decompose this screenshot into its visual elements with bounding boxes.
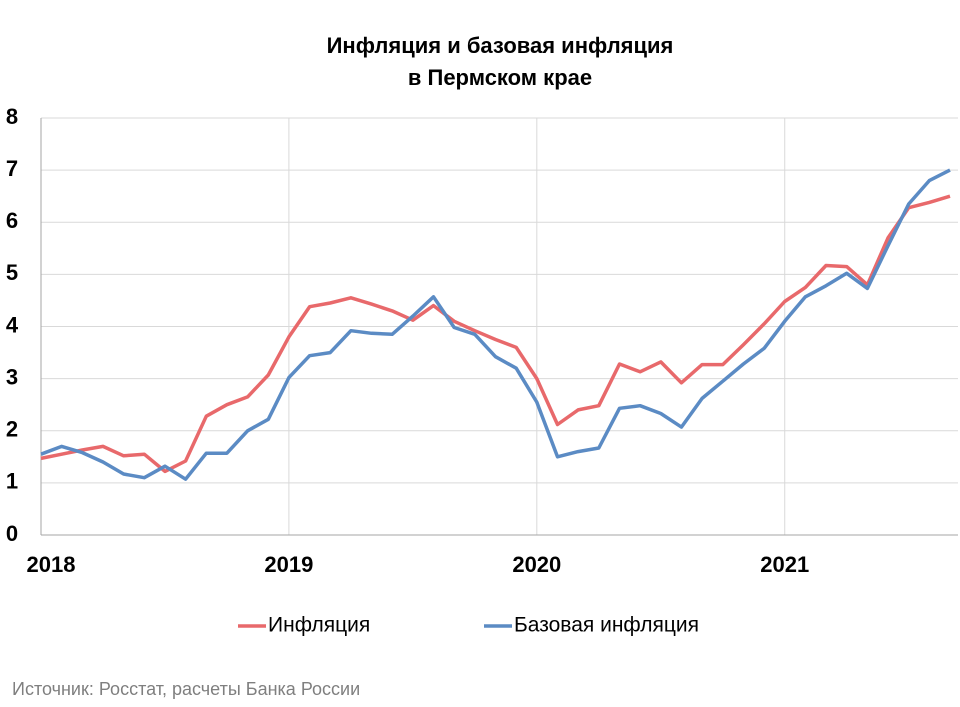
chart-title: в Пермском крае (408, 65, 592, 90)
x-tick-label: 2021 (760, 552, 809, 577)
series-line (40, 194, 951, 474)
x-tick-label: 2020 (512, 552, 561, 577)
y-tick-label: 8 (6, 104, 18, 129)
legend-label: Базовая инфляция (514, 614, 699, 637)
chart-title: Инфляция и базовая инфляция (327, 33, 674, 58)
y-tick-label: 0 (6, 521, 18, 546)
source-note: Источник: Росстат, расчеты Банка России (12, 679, 360, 699)
y-tick-label: 7 (6, 156, 18, 181)
series-line (40, 168, 951, 481)
y-tick-label: 5 (6, 260, 18, 285)
y-tick-label: 1 (6, 469, 18, 494)
legend-label: Инфляция (268, 614, 370, 637)
x-tick-label: 2019 (264, 552, 313, 577)
y-tick-label: 2 (6, 417, 18, 442)
y-tick-label: 4 (6, 312, 19, 337)
x-tick-label: 2018 (27, 552, 76, 577)
y-tick-label: 6 (6, 208, 18, 233)
y-tick-label: 3 (6, 364, 18, 389)
